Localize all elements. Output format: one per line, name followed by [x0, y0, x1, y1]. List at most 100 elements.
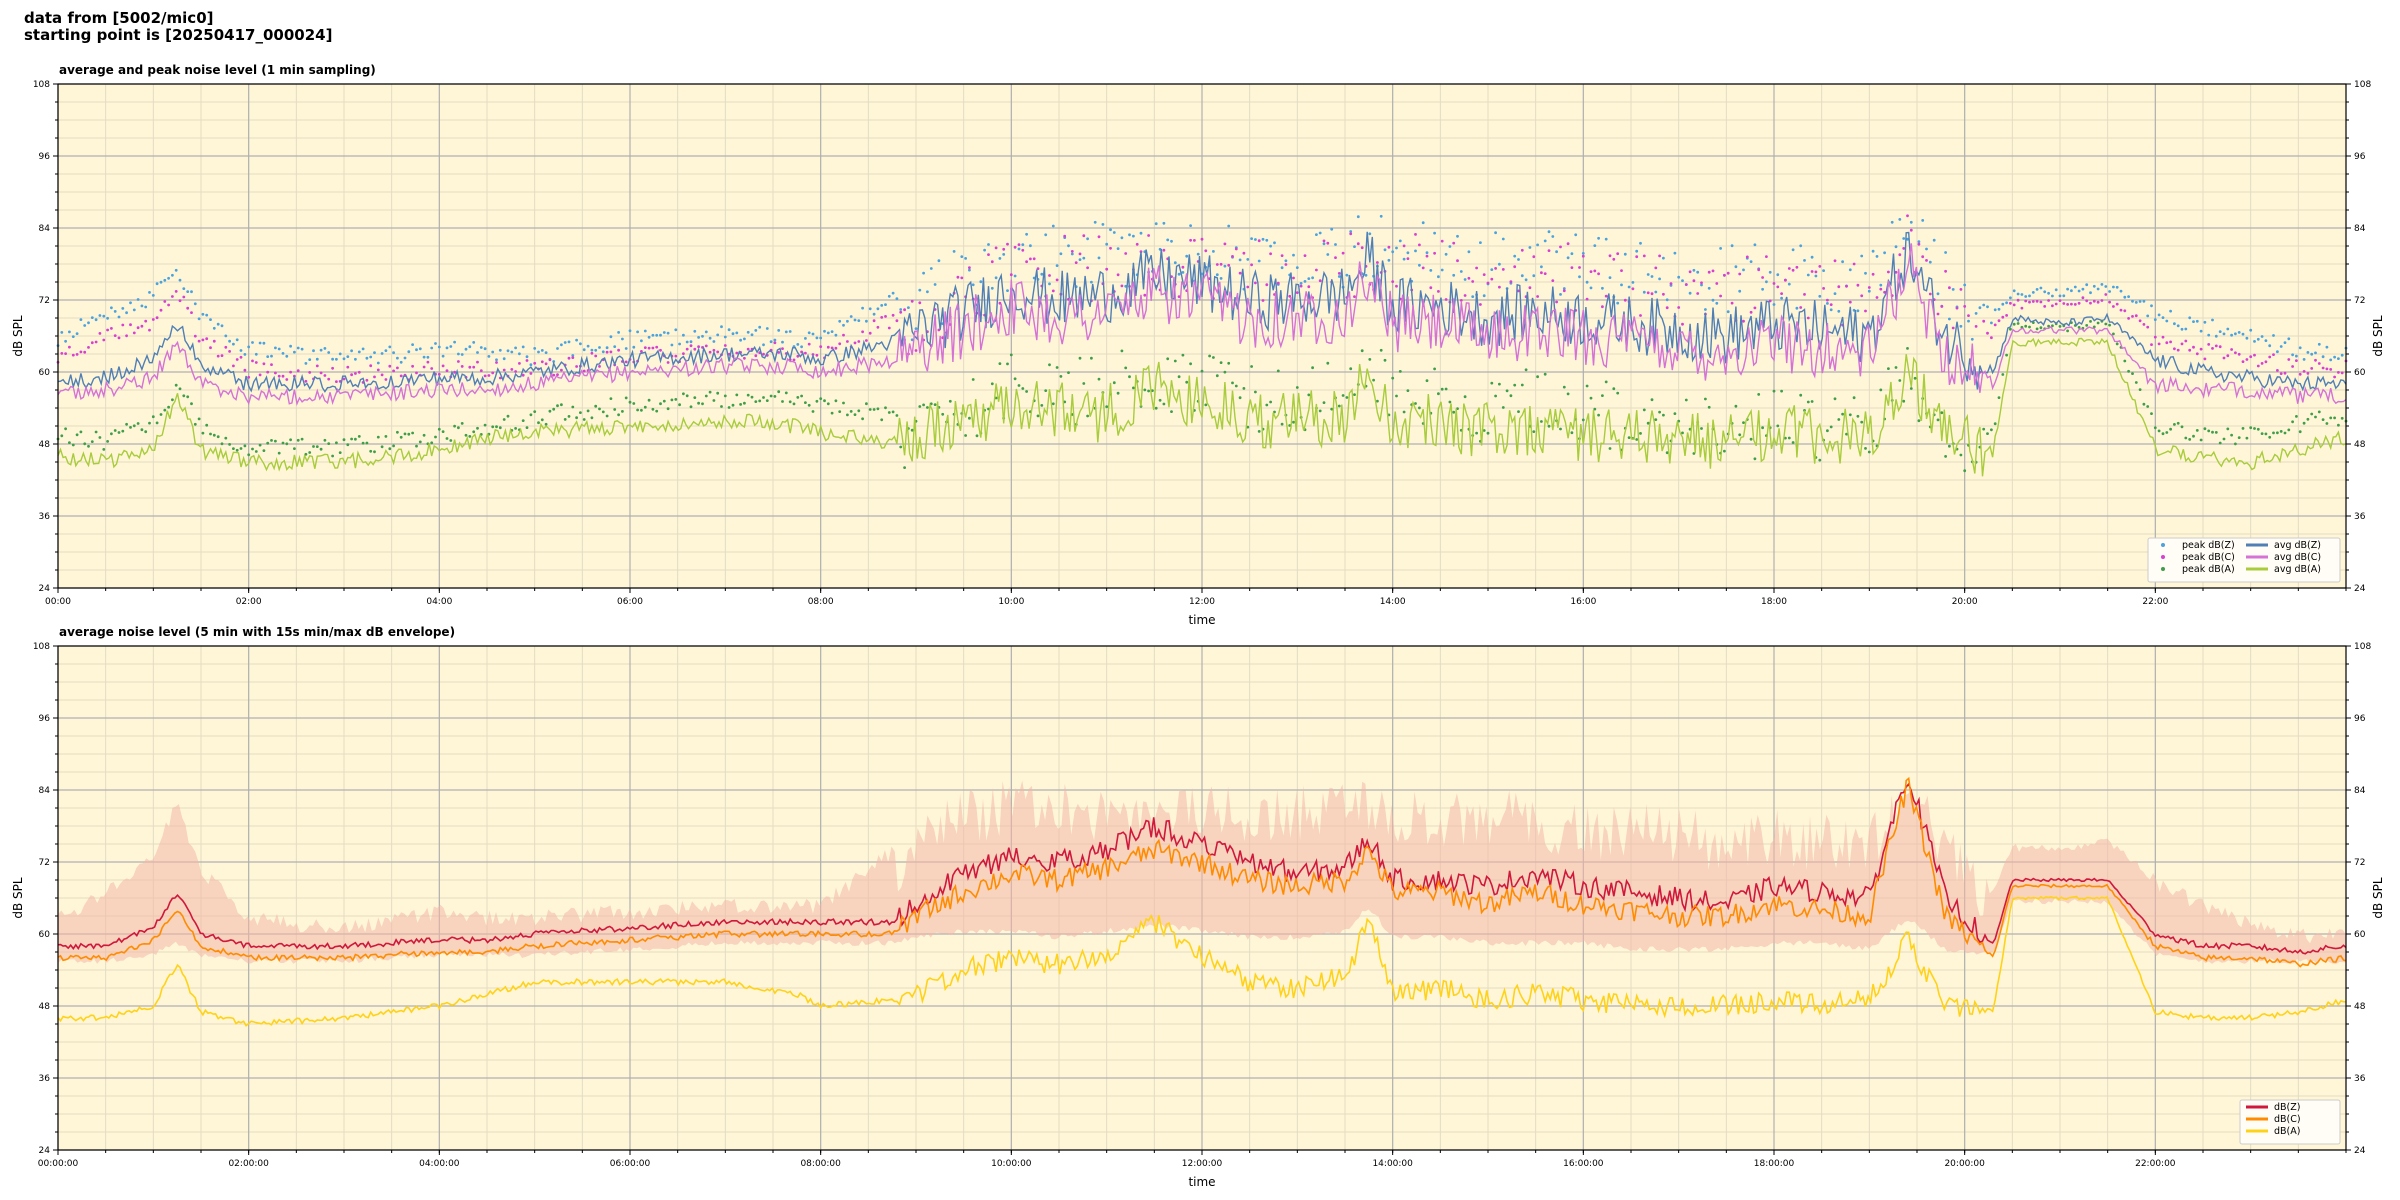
peak-point: [964, 434, 967, 437]
peak-point: [498, 348, 502, 352]
peak-point: [2276, 369, 2279, 372]
peak-point: [567, 415, 571, 418]
peak-point: [1906, 214, 1909, 218]
peak-point: [1864, 447, 1867, 450]
peak-point: [754, 400, 758, 403]
peak-point: [579, 411, 582, 414]
peak-point: [1604, 294, 1608, 298]
peak-point: [2245, 436, 2249, 440]
peak-point: [796, 354, 800, 358]
peak-point: [247, 375, 251, 379]
peak-point: [746, 393, 750, 397]
x-tick-label: 22:00: [2142, 597, 2168, 607]
peak-point: [1928, 292, 1932, 296]
peak-point: [1524, 368, 1528, 372]
peak-point: [1578, 266, 1581, 269]
peak-point: [1662, 413, 1665, 417]
peak-point: [1608, 447, 1612, 450]
peak-point: [1463, 278, 1467, 281]
peak-point: [1986, 305, 1989, 309]
peak-point: [1833, 397, 1837, 401]
peak-point: [1601, 305, 1604, 309]
peak-point: [1288, 294, 1292, 298]
peak-point: [2001, 373, 2005, 376]
peak-point: [1196, 252, 1200, 256]
peak-point: [571, 354, 575, 357]
peak-point: [1673, 251, 1677, 255]
peak-point: [525, 355, 529, 359]
peak-point: [1433, 367, 1436, 371]
peak-point: [460, 365, 464, 368]
y-tick-label-right: 72: [2354, 296, 2365, 306]
peak-point: [384, 378, 388, 381]
peak-point: [804, 401, 807, 404]
peak-point: [1654, 290, 1658, 294]
peak-point: [174, 383, 178, 387]
peak-point: [1128, 375, 1131, 379]
peak-point: [2199, 347, 2203, 351]
peak-point: [544, 362, 548, 366]
peak-point: [857, 319, 861, 322]
peak-point: [2337, 423, 2340, 427]
peak-point: [2058, 299, 2062, 302]
peak-point: [1620, 269, 1623, 272]
peak-point: [1963, 283, 1967, 287]
peak-point: [1105, 242, 1109, 246]
peak-point: [2016, 292, 2020, 296]
peak-point: [1559, 427, 1562, 431]
peak-point: [1658, 410, 1661, 414]
peak-point: [2035, 288, 2039, 291]
peak-point: [617, 413, 620, 417]
peak-point: [2253, 353, 2256, 357]
peak-point: [163, 300, 167, 303]
peak-point: [1692, 279, 1696, 283]
y-tick-label-right: 60: [2354, 368, 2366, 378]
peak-point: [1646, 421, 1650, 425]
legend-marker: [2161, 555, 2165, 559]
peak-point: [1776, 285, 1780, 289]
x-tick-label: 22:00:00: [2135, 1159, 2176, 1169]
peak-point: [1452, 241, 1456, 245]
peak-point: [1597, 413, 1600, 417]
peak-point: [437, 427, 441, 431]
peak-point: [1822, 269, 1825, 272]
peak-point: [407, 350, 411, 354]
series-avg-db-z-: [57, 231, 2347, 393]
peak-point: [354, 437, 357, 441]
legend-label: peak dB(C): [2182, 552, 2235, 563]
peak-point: [487, 374, 491, 377]
peak-point: [1021, 243, 1025, 247]
peak-point: [1379, 214, 1383, 218]
peak-point: [1948, 444, 1951, 448]
peak-point: [1673, 412, 1677, 415]
peak-point: [682, 333, 685, 337]
peak-point: [613, 345, 617, 348]
x-tick-label: 08:00: [808, 597, 834, 607]
peak-point: [1665, 451, 1669, 455]
peak-point: [64, 339, 67, 343]
peak-point: [689, 405, 693, 409]
peak-point: [811, 332, 815, 336]
peak-point: [1730, 244, 1734, 248]
peak-point: [1036, 267, 1040, 270]
peak-point: [621, 410, 624, 413]
peak-point: [2096, 300, 2100, 304]
peak-point: [1700, 427, 1703, 430]
peak-point: [1833, 259, 1837, 263]
peak-point: [232, 447, 235, 450]
source-line: data from [5002/mic0]: [24, 9, 214, 27]
peak-point: [1597, 236, 1600, 240]
peak-point: [1829, 303, 1833, 306]
peak-point: [79, 350, 83, 354]
peak-point: [971, 283, 975, 287]
peak-point: [1292, 253, 1295, 257]
peak-point: [437, 372, 441, 376]
peak-point: [2214, 334, 2218, 338]
peak-point: [148, 291, 151, 294]
peak-point: [380, 445, 384, 449]
y-axis-label-right: dB SPL: [2371, 877, 2385, 919]
peak-point: [346, 443, 350, 447]
peak-point: [640, 339, 643, 343]
peak-point: [1307, 285, 1311, 289]
peak-point: [846, 340, 849, 343]
